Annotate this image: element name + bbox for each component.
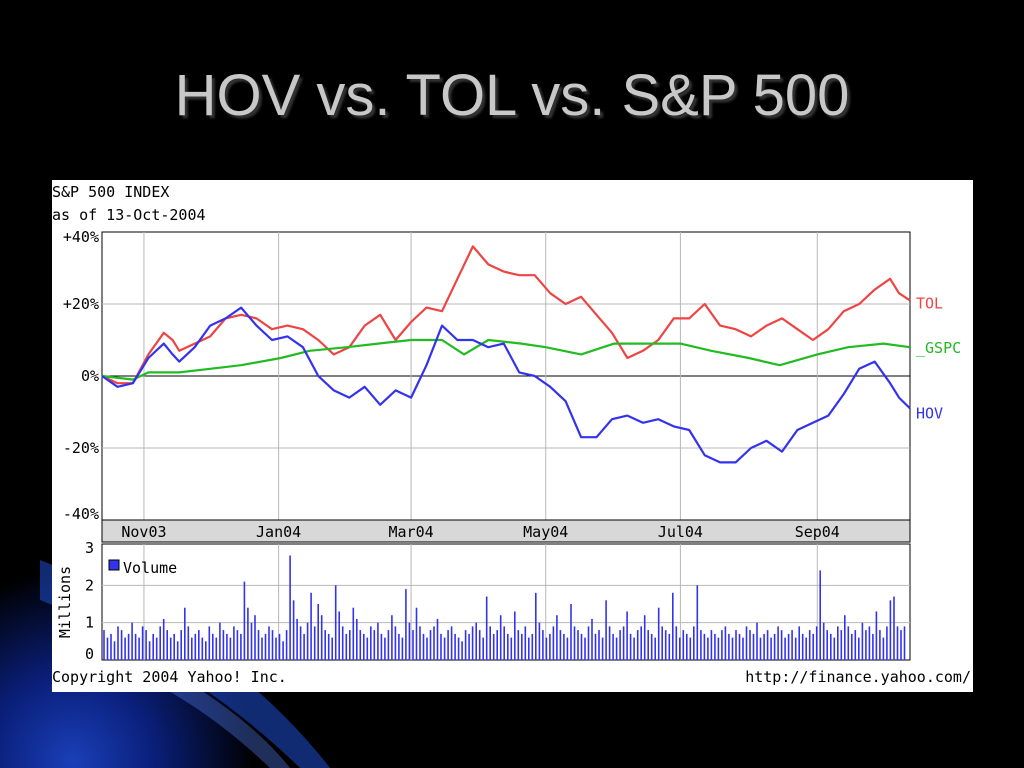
volume-y-tick-label: 1	[85, 614, 94, 632]
y-tick-label: -40%	[63, 505, 99, 523]
stock-chart-panel: S&P 500 INDEX as of 13-Oct-2004 +40% +20%…	[52, 180, 973, 692]
series-line-gspc	[101, 338, 911, 381]
chart-header-index: S&P 500 INDEX	[52, 183, 169, 201]
y-tick-label: -20%	[63, 439, 99, 457]
volume-y-axis: 3 2 1 0	[85, 539, 94, 663]
x-tick-label: Nov03	[121, 523, 166, 541]
chart-svg: S&P 500 INDEX as of 13-Oct-2004 +40% +20%…	[52, 183, 971, 686]
volume-y-tick-label: 2	[85, 576, 94, 594]
slide-title: HOV vs. TOL vs. S&P 500	[174, 63, 850, 128]
volume-bars	[103, 555, 906, 660]
volume-y-tick-label: 0	[85, 645, 94, 663]
volume-axis-label: Millions	[56, 566, 74, 638]
chart-header-date: as of 13-Oct-2004	[52, 206, 206, 224]
x-tick-label: May04	[523, 523, 568, 541]
y-tick-label: 0%	[81, 367, 99, 385]
legend-gspc: _GSPC	[916, 339, 961, 357]
price-series	[101, 245, 911, 464]
date-axis-band	[101, 519, 911, 543]
x-tick-label: Jul04	[658, 523, 703, 541]
legend-hov: HOV	[916, 404, 943, 422]
copyright-text: Copyright 2004 Yahoo! Inc.	[52, 668, 287, 686]
legend-tol: TOL	[916, 294, 943, 312]
price-y-axis: +40% +20% 0% -20% -40%	[63, 228, 99, 523]
series-legend: TOL _GSPC HOV	[916, 294, 961, 422]
y-tick-label: +40%	[63, 228, 99, 246]
y-tick-label: +20%	[63, 295, 99, 313]
volume-legend-label: Volume	[123, 559, 177, 577]
series-line-hov	[101, 306, 911, 464]
source-url-text: http://finance.yahoo.com/	[745, 668, 971, 686]
x-tick-label: Sep04	[795, 523, 840, 541]
date-axis: Nov03 Jan04 Mar04 May04 Jul04 Sep04	[121, 523, 839, 541]
volume-y-tick-label: 3	[85, 539, 94, 557]
x-tick-label: Jan04	[256, 523, 301, 541]
volume-legend-swatch	[108, 559, 120, 571]
x-tick-label: Mar04	[388, 523, 433, 541]
